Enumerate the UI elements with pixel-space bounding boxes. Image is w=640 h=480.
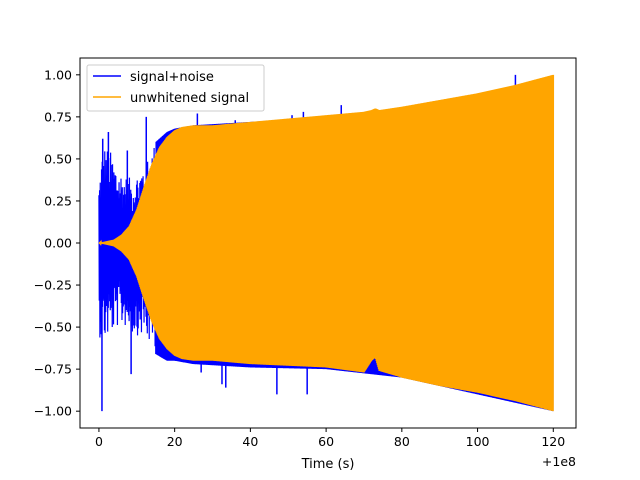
series-unwhitened-signal-line [98, 74, 555, 412]
x-tick-label: 60 [318, 434, 334, 449]
y-tick-label: 0.25 [44, 193, 72, 208]
y-tick-label: 0.75 [44, 109, 72, 124]
y-tick-label: 0.50 [44, 151, 72, 166]
x-axis-label: Time (s) [301, 457, 355, 472]
y-tick-label: 0.00 [44, 236, 72, 251]
legend: signal+noise unwhitened signal [86, 64, 265, 112]
legend-label-unwhitened-signal: unwhitened signal [130, 91, 249, 106]
x-tick-label: 0 [95, 434, 103, 449]
y-axis: −1.00 −0.75 −0.50 −0.25 0.00 0.25 0.50 0.75 1.00 [34, 67, 80, 419]
y-tick-label: −0.25 [34, 278, 72, 293]
y-tick-label: −1.00 [34, 404, 72, 419]
x-tick-label: 100 [466, 434, 490, 449]
legend-label-signal-noise: signal+noise [130, 70, 214, 85]
x-tick-label: 120 [541, 434, 565, 449]
y-tick-label: −0.75 [34, 362, 72, 377]
x-tick-label: 40 [242, 434, 258, 449]
x-axis: 0 20 40 60 80 100 120 [95, 428, 565, 449]
x-tick-label: 20 [167, 434, 183, 449]
legend-box [86, 64, 265, 112]
x-offset-text: +1e8 [542, 454, 576, 469]
series-layer [98, 74, 555, 412]
y-tick-label: 1.00 [44, 67, 72, 82]
x-tick-label: 80 [394, 434, 410, 449]
y-tick-label: −0.50 [34, 320, 72, 335]
